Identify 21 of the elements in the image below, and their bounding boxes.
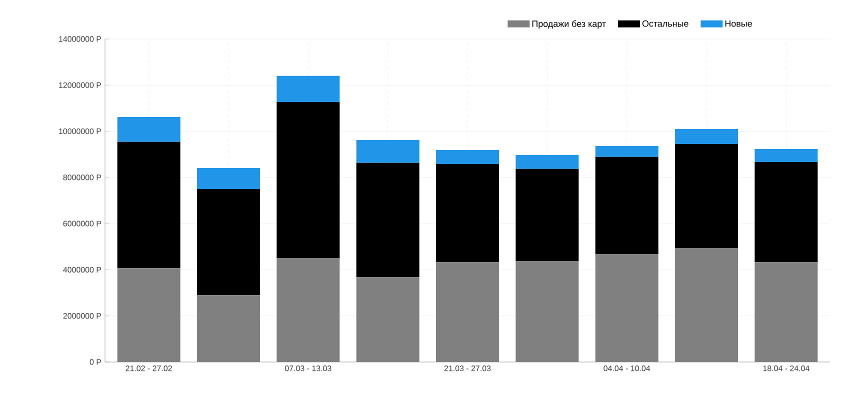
bar bbox=[754, 149, 818, 162]
legend-label: Продажи без карт bbox=[532, 20, 606, 29]
bar bbox=[356, 140, 420, 163]
legend-label: Новые bbox=[725, 20, 752, 27]
bar bbox=[356, 162, 420, 278]
bar bbox=[276, 102, 340, 258]
bar bbox=[117, 116, 180, 142]
bar bbox=[675, 144, 738, 248]
bar bbox=[595, 146, 658, 157]
legend-label: Остальные bbox=[642, 20, 688, 27]
bar bbox=[276, 76, 340, 102]
bar bbox=[516, 168, 579, 261]
bar bbox=[436, 164, 500, 262]
bar bbox=[754, 162, 818, 262]
bar bbox=[117, 142, 180, 268]
bar bbox=[675, 128, 738, 144]
bar bbox=[595, 156, 658, 254]
bar bbox=[196, 168, 260, 189]
bar bbox=[196, 188, 260, 296]
bar bbox=[436, 150, 500, 164]
bar bbox=[516, 155, 579, 169]
